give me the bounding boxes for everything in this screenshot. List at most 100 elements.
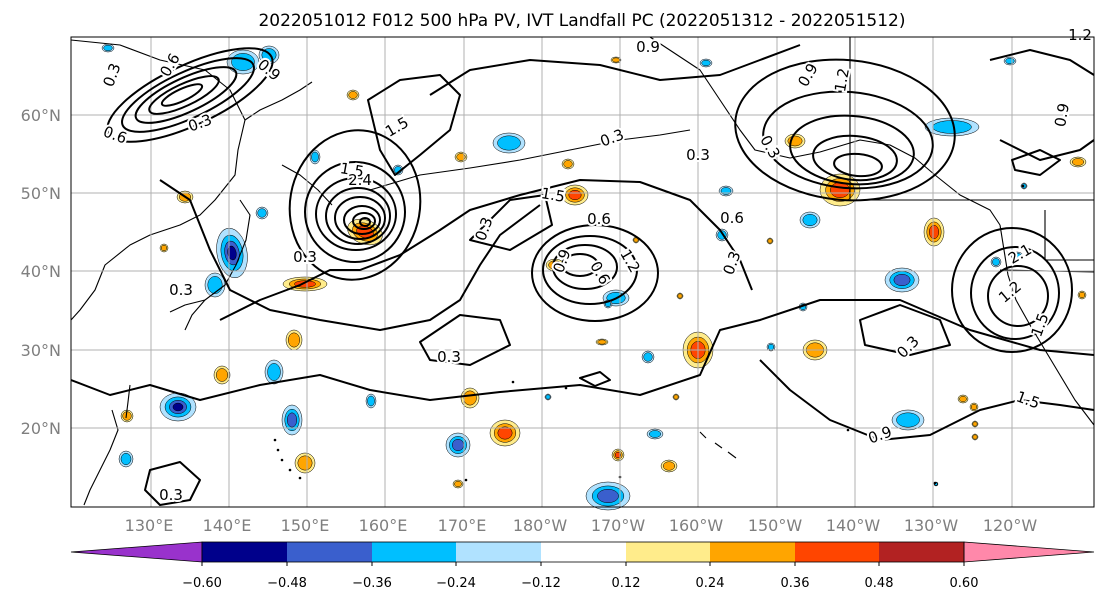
positive-pv-anomaly — [297, 455, 313, 471]
ivt-contour — [334, 196, 386, 240]
colorbar-tick-label: 0.60 — [950, 576, 979, 591]
ivt-contour — [359, 217, 371, 227]
positive-pv-anomaly — [662, 461, 676, 471]
negative-pv-anomaly — [257, 208, 267, 218]
latitude-label: 60°N — [21, 106, 61, 125]
negative-pv-anomaly — [267, 363, 281, 381]
island-marker — [276, 448, 280, 452]
ivt-contour — [987, 265, 1049, 327]
ivt-contour — [1011, 149, 1061, 176]
negative-pv-anomaly — [367, 395, 375, 407]
ivt-contour — [542, 235, 638, 305]
positive-pv-anomaly — [767, 238, 773, 244]
negative-pv-anomaly — [643, 352, 653, 362]
negative-pv-anomaly — [1012, 252, 1022, 260]
negative-pv-anomaly — [172, 402, 184, 412]
negative-pv-anomaly — [286, 412, 298, 428]
contour-label: 0.3 — [159, 486, 183, 504]
ivt-contour — [144, 461, 201, 506]
ivt-contour — [134, 66, 238, 124]
contour-label: 0.6 — [587, 210, 611, 228]
positive-pv-anomaly — [928, 225, 940, 239]
negative-pv-anomaly — [207, 276, 223, 294]
contour-label: 2.4 — [348, 171, 372, 189]
ivt-contour-layer — [70, 44, 1095, 506]
negative-pv-anomaly — [893, 273, 911, 287]
island-marker — [1021, 184, 1025, 188]
negative-pv-anomaly — [597, 489, 619, 503]
coastline — [999, 224, 1095, 426]
island-marker — [846, 428, 850, 432]
ivt-contour — [325, 187, 391, 245]
ivt-contour — [833, 152, 883, 178]
positive-pv-anomaly — [454, 480, 462, 488]
ivt-contour — [989, 49, 1095, 76]
ivt-contour — [951, 227, 1073, 353]
coastline — [369, 129, 691, 191]
longitude-label: 170°W — [591, 516, 646, 535]
island-marker — [280, 458, 284, 462]
colorbar-ticks: −0.60 −0.48 −0.36 −0.24 −0.12 0.12 0.24 0.36 0.4… — [182, 562, 978, 591]
positive-pv-anomaly — [456, 153, 466, 161]
positive-pv-anomaly — [463, 390, 477, 406]
latitude-labels: 60°N 50°N 40°N 30°N 20°N — [21, 106, 61, 438]
island-marker — [511, 380, 515, 384]
coastline — [83, 409, 119, 506]
colorbar-cell — [963, 541, 1095, 563]
colorbar-tick-label: 0.36 — [781, 576, 810, 591]
positive-pv-anomaly — [563, 160, 573, 168]
contour-label: 0.6 — [720, 209, 744, 227]
ivt-contour — [999, 139, 1095, 161]
longitude-label: 120°W — [983, 516, 1038, 535]
positive-pv-anomaly — [972, 421, 978, 427]
ivt-contour — [859, 304, 951, 356]
longitude-labels: 130°E 140°E 150°E 160°E 170°E 180°W 170°W 160°W… — [125, 516, 1038, 535]
positive-pv-anomaly — [614, 451, 622, 459]
latitude-label: 20°N — [21, 419, 61, 438]
colorbar-frame — [201, 541, 965, 563]
ivt-contour — [159, 179, 541, 331]
colorbar-cell — [879, 542, 964, 562]
ivt-contour — [121, 57, 255, 133]
positive-pv-anomaly — [215, 368, 229, 382]
coastline — [699, 431, 737, 459]
map-frame — [70, 36, 1095, 508]
longitude-label: 160°E — [359, 516, 408, 535]
island-marker — [464, 478, 468, 482]
positive-pv-anomaly — [497, 426, 513, 440]
ivt-contour — [531, 224, 659, 322]
contour-label: 0.3 — [169, 281, 193, 299]
colorbar-tick-label: −0.48 — [267, 576, 307, 591]
contour-label-layer: 0.90.30.31.50.3 0.60.30.30.30.30.60.30.31… — [97, 24, 1093, 506]
ivt-contour — [343, 205, 381, 235]
island-marker — [298, 476, 302, 480]
ivt-contour — [579, 371, 611, 387]
ivt-contour — [106, 47, 274, 143]
positive-pv-anomaly — [568, 189, 582, 201]
positive-pv-anomaly — [1071, 158, 1085, 166]
coastline — [169, 199, 251, 313]
ivt-contour — [789, 114, 915, 186]
ivt-contour — [219, 179, 753, 321]
colorbar-cell — [70, 541, 203, 563]
island-marker — [933, 481, 937, 485]
ivt-contour — [352, 212, 376, 230]
longitude-label: 130°W — [904, 516, 959, 535]
coastline — [244, 81, 313, 121]
ivt-contour — [561, 253, 599, 277]
latitude-label: 30°N — [21, 341, 61, 360]
negative-pv-anomaly — [1005, 57, 1015, 65]
colorbar-cell — [287, 542, 372, 562]
negative-pv-anomaly — [311, 151, 319, 163]
colorbar-cell — [541, 542, 626, 562]
island-marker — [564, 386, 568, 390]
negative-pv-anomaly — [451, 438, 465, 452]
negative-pv-anomaly — [896, 412, 920, 428]
colorbar-tick-label: −0.60 — [182, 576, 222, 591]
colorbar-tick-label: −0.24 — [436, 576, 476, 591]
latitude-label: 40°N — [21, 262, 61, 281]
longitude-label: 160°W — [669, 516, 724, 535]
coastline — [281, 164, 333, 206]
colorbar: −0.60 −0.48 −0.36 −0.24 −0.12 0.12 0.24 0.36 0.4… — [70, 541, 1095, 591]
positive-pv-anomaly — [597, 339, 607, 345]
